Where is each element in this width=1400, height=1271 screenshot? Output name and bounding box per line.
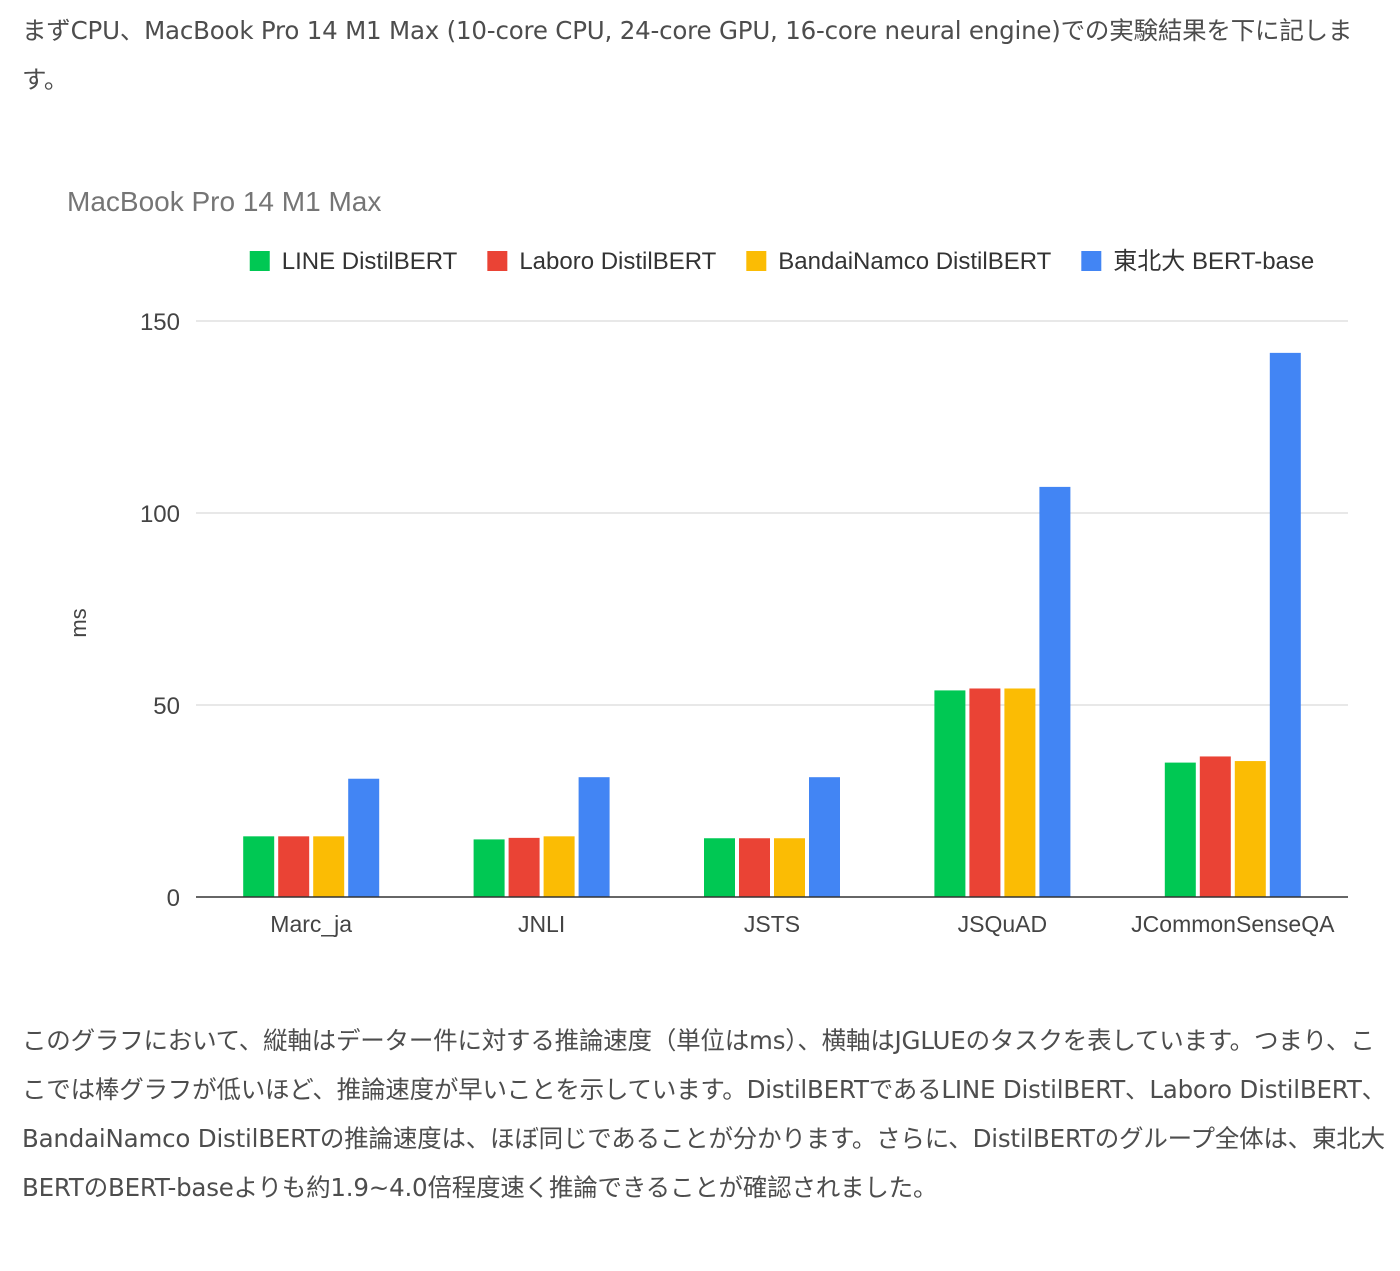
bar bbox=[348, 778, 380, 897]
bar bbox=[934, 690, 966, 897]
bar bbox=[313, 836, 345, 897]
chart-legend: LINE DistilBERT Laboro DistilBERT BandaiNa… bbox=[249, 248, 1314, 275]
bar bbox=[1269, 352, 1301, 897]
x-tick-label: JSQuAD bbox=[958, 911, 1047, 937]
bar bbox=[774, 838, 805, 897]
legend-item: BandaiNamco DistilBERT bbox=[746, 248, 1052, 275]
legend-label: BandaiNamco DistilBERT bbox=[778, 248, 1051, 275]
bars bbox=[243, 352, 1301, 897]
y-tick-label: 100 bbox=[140, 501, 180, 528]
legend-label: 東北大 BERT-base bbox=[1113, 248, 1314, 275]
chart-title: MacBook Pro 14 M1 Max bbox=[67, 186, 381, 217]
legend-item: 東北大 BERT-base bbox=[1081, 248, 1314, 275]
y-tick-label: 150 bbox=[140, 309, 180, 336]
x-tick-label: Marc_ja bbox=[270, 911, 352, 937]
y-tick-label: 50 bbox=[153, 693, 180, 720]
y-axis-ticks: 0 50 100 150 bbox=[140, 309, 180, 912]
y-tick-label: 0 bbox=[167, 885, 180, 912]
bar-chart: MacBook Pro 14 M1 Max LINE DistilBERT Lab… bbox=[66, 186, 1348, 937]
bar bbox=[243, 836, 275, 897]
x-tick-label: JSTS bbox=[744, 911, 800, 937]
bar bbox=[704, 838, 735, 897]
bar bbox=[1039, 486, 1071, 897]
description-paragraph: このグラフにおいて、縦軸はデーター件に対する推論速度（単位はms）、横軸はJGL… bbox=[22, 1026, 1386, 1202]
bar bbox=[739, 838, 770, 897]
legend-label: LINE DistilBERT bbox=[282, 248, 458, 275]
legend-swatch bbox=[487, 251, 508, 271]
bar bbox=[809, 777, 840, 897]
legend-swatch bbox=[746, 251, 767, 271]
bar bbox=[1234, 761, 1266, 897]
legend-swatch bbox=[1081, 251, 1102, 271]
x-tick-label: JCommonSenseQA bbox=[1131, 911, 1335, 937]
bar bbox=[578, 777, 610, 897]
bar bbox=[1199, 756, 1231, 897]
bar bbox=[473, 839, 505, 897]
bar bbox=[1164, 762, 1196, 897]
x-axis-ticks: Marc_ja JNLI JSTS JSQuAD JCommonSenseQA bbox=[270, 911, 1335, 937]
y-axis-label: ms bbox=[66, 608, 91, 637]
bar bbox=[543, 836, 575, 897]
legend-swatch bbox=[249, 251, 270, 271]
gridlines bbox=[196, 320, 1348, 706]
bar bbox=[508, 837, 540, 897]
legend-item: Laboro DistilBERT bbox=[487, 248, 717, 275]
bar bbox=[278, 836, 310, 897]
intro-paragraph: まずCPU、MacBook Pro 14 M1 Max (10-core CPU… bbox=[22, 16, 1353, 94]
x-tick-label: JNLI bbox=[518, 911, 565, 937]
bar bbox=[969, 688, 1001, 897]
bar bbox=[1004, 688, 1036, 897]
legend-item: LINE DistilBERT bbox=[249, 248, 458, 275]
legend-label: Laboro DistilBERT bbox=[519, 248, 716, 275]
